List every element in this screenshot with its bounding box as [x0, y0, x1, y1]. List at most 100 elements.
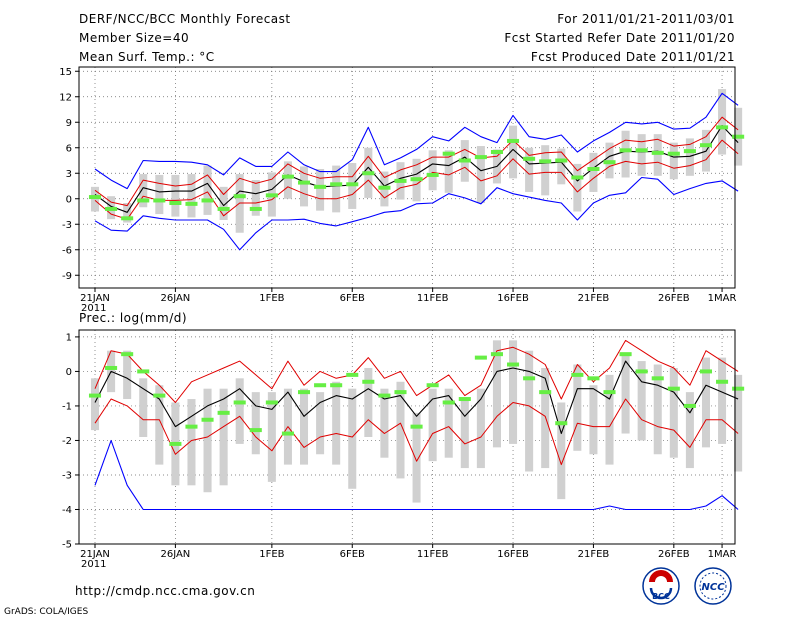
observation-mark: [555, 421, 568, 426]
x-tick-sublabel: 2011: [81, 303, 106, 314]
y-tick-label: -2: [62, 436, 72, 447]
spread-box: [348, 388, 357, 489]
chart-title: DERF/NCC/BCC Monthly Forecast: [79, 12, 291, 26]
observation-mark: [410, 424, 423, 429]
spread-box: [653, 134, 662, 176]
x-tick-label: 21JAN: [80, 293, 110, 304]
spread-box: [669, 367, 678, 458]
spread-box: [364, 367, 373, 437]
observation-mark: [523, 156, 536, 161]
observation-mark: [683, 403, 696, 408]
observation-mark: [539, 390, 552, 395]
p10-line: [94, 139, 739, 220]
mean-line: [94, 360, 739, 435]
spread-box: [637, 361, 646, 441]
observation-mark: [217, 410, 230, 415]
observation-mark: [619, 352, 632, 357]
spread-box: [283, 161, 292, 199]
observation-mark: [635, 148, 648, 153]
spread-box: [573, 163, 582, 212]
observation-mark: [490, 352, 503, 357]
observation-mark: [587, 167, 600, 171]
observation-mark: [458, 397, 471, 402]
observation-mark: [490, 150, 503, 154]
spread-box: [187, 399, 196, 486]
spread-box: [637, 134, 646, 176]
spread-box: [476, 146, 485, 203]
observation-mark: [249, 206, 262, 211]
x-tick-label: 26JAN: [160, 549, 190, 560]
spread-box: [332, 381, 341, 465]
x-tick-label: 1MAR: [708, 293, 737, 304]
spread-box: [509, 125, 518, 179]
spread-box: [685, 138, 694, 176]
observation-mark: [699, 369, 713, 374]
min-line: [94, 176, 739, 251]
observation-mark: [281, 174, 294, 179]
spread-box: [428, 150, 437, 191]
observation-mark: [233, 194, 246, 199]
spread-box: [492, 340, 501, 448]
observation-mark: [732, 386, 745, 391]
spread-box: [300, 388, 309, 465]
observation-mark: [249, 428, 262, 433]
observation-mark: [265, 193, 278, 198]
spread-box: [251, 180, 260, 216]
x-tick-label: 21FEB: [578, 293, 610, 304]
spread-box: [525, 147, 534, 192]
member-size: Member Size=40: [79, 31, 189, 45]
observation-mark: [571, 372, 584, 377]
spread-box: [203, 165, 212, 215]
spread-box: [380, 388, 389, 458]
y-tick-label: 6: [66, 143, 72, 154]
spread-box: [621, 354, 630, 434]
observation-mark: [346, 372, 359, 377]
variable-label: Mean Surf. Temp.: °C: [79, 50, 215, 64]
observation-mark: [667, 151, 680, 156]
x-tick-label: 21JAN: [80, 549, 110, 560]
y-tick-label: -5: [62, 540, 72, 551]
x-tick-label: 16FEB: [497, 549, 529, 560]
observation-mark: [137, 369, 150, 374]
observation-mark: [169, 441, 182, 446]
grads-credit: GrADS: COLA/IGES: [4, 607, 88, 617]
spread-box: [412, 412, 421, 503]
observation-mark: [330, 383, 343, 388]
observation-mark: [683, 149, 696, 154]
observation-mark: [88, 393, 102, 398]
x-tick-label: 11FEB: [417, 549, 449, 560]
spread-box: [460, 399, 469, 469]
observation-mark: [635, 369, 648, 374]
observation-mark: [426, 172, 439, 177]
spread-box: [203, 388, 212, 493]
observation-mark: [410, 177, 423, 182]
observation-mark: [474, 155, 487, 160]
x-tick-label: 26FEB: [658, 293, 690, 304]
y-tick-label: 3: [66, 169, 72, 180]
observation-mark: [185, 424, 198, 429]
x-tick-label: 1FEB: [259, 549, 284, 560]
spread-box: [685, 392, 694, 469]
ncc-logo: NCC: [694, 567, 732, 605]
source-url[interactable]: http://cmdp.ncc.cma.gov.cn: [75, 584, 255, 598]
x-tick-sublabel: 2011: [81, 559, 106, 570]
observation-mark: [699, 143, 713, 148]
spread-box: [589, 385, 598, 455]
spread-box: [718, 357, 727, 444]
spread-box: [171, 174, 180, 217]
spread-box: [396, 381, 405, 479]
observation-mark: [297, 180, 311, 185]
spread-box: [653, 364, 662, 455]
observation-mark: [523, 376, 536, 381]
y-tick-label: -6: [62, 245, 72, 256]
spread-box: [589, 152, 598, 192]
max-line: [94, 92, 739, 190]
spread-box: [525, 350, 534, 472]
spread-box: [90, 378, 100, 431]
observation-mark: [297, 390, 311, 395]
spread-box: [187, 174, 196, 218]
spread-box: [139, 378, 148, 437]
observation-mark: [121, 216, 134, 221]
ncc-logo-text: NCC: [701, 582, 725, 593]
observation-mark: [330, 182, 343, 187]
